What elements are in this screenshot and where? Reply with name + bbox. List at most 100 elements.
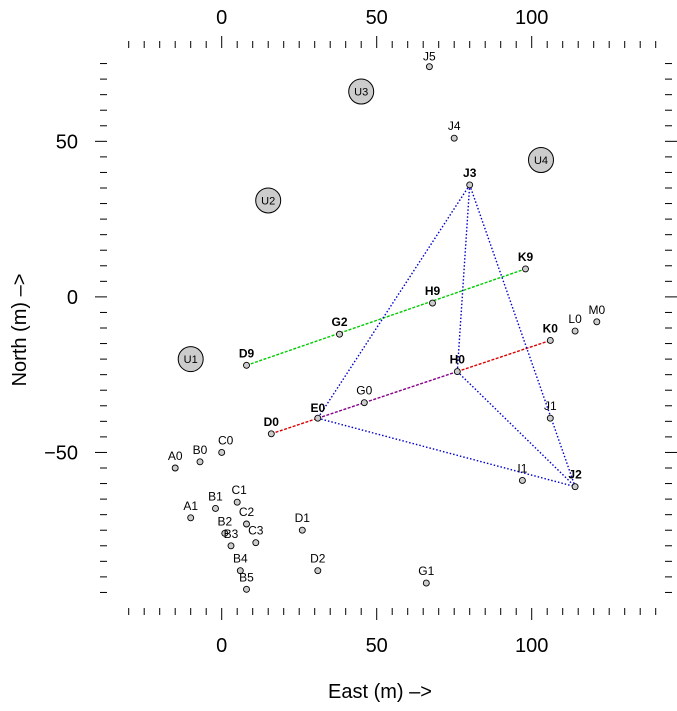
site-marker [243, 361, 250, 369]
site-marker [236, 567, 244, 575]
site-label: J3 [463, 166, 477, 180]
site-L0: L0 [568, 312, 582, 335]
site-C3: C3 [248, 524, 264, 547]
site-marker [453, 368, 461, 376]
site-G1: G1 [418, 564, 435, 587]
site-label: J4 [448, 119, 461, 133]
hub-marker [528, 147, 554, 173]
site-C1: C1 [232, 483, 247, 506]
site-marker [546, 414, 554, 422]
x-axis-bottom: 0 50 100 [128, 608, 657, 657]
site-marker [298, 526, 306, 534]
site-B2: B2 [217, 514, 232, 537]
site-label: K9 [518, 250, 534, 264]
site-E0: E0 [310, 401, 325, 422]
hub-markers: U1 U2 U3 U4 [177, 78, 554, 373]
x-axis-top: 0 50 100 [128, 7, 657, 48]
site-label: D0 [264, 415, 280, 429]
site-label: B5 [239, 570, 254, 584]
site-marker [450, 134, 458, 142]
site-marker [243, 585, 250, 593]
baseline-H0-K0 [457, 339, 551, 373]
site-marker [221, 529, 229, 537]
x-tick-label-bottom: 100 [515, 635, 548, 657]
site-marker [227, 542, 235, 550]
site-marker [267, 430, 275, 438]
x-axis-title: East (m) –> [328, 681, 432, 703]
baseline-J3-E0 [317, 184, 471, 419]
site-I1: I1 [517, 461, 528, 484]
site-label: G0 [356, 384, 372, 398]
baseline-J3-H0 [456, 184, 471, 372]
site-K0: K0 [543, 321, 559, 344]
site-label: K0 [543, 321, 559, 335]
site-label: G2 [331, 315, 347, 329]
site-label: B0 [193, 443, 208, 457]
site-B1: B1 [208, 489, 223, 512]
site-M0: M0 [588, 303, 605, 326]
site-label: C2 [239, 505, 255, 519]
y-axis-right [665, 63, 677, 593]
hub-label: U4 [534, 155, 548, 167]
site-marker [425, 63, 433, 71]
site-K9: K9 [518, 250, 534, 273]
site-marker [593, 318, 601, 326]
site-label: E0 [310, 401, 325, 415]
baseline-D9-K9 [246, 268, 526, 366]
x-tick-label-bottom: 0 [216, 635, 227, 657]
site-A1: A1 [183, 499, 198, 522]
site-label: L0 [568, 312, 582, 326]
baseline-J3-J2 [469, 184, 576, 487]
site-marker [336, 330, 343, 338]
site-marker [314, 567, 322, 575]
site-label: B3 [224, 527, 239, 541]
site-marker [422, 579, 430, 587]
site-marker [571, 327, 579, 335]
site-label: D2 [310, 552, 326, 566]
hub-U1: U1 [177, 346, 204, 373]
site-label: B1 [208, 489, 223, 503]
hub-U2: U2 [255, 187, 282, 214]
site-label: H9 [425, 284, 441, 298]
hub-label: U3 [354, 87, 368, 99]
site-B4: B4 [233, 552, 248, 575]
x-tick-label-bottom: 50 [366, 635, 388, 657]
site-label: J2 [568, 468, 582, 482]
y-axis-left: −50 0 50 [44, 63, 107, 593]
baseline-E0-H0 [317, 370, 458, 419]
baseline-H0-J2 [456, 371, 576, 488]
site-marker [518, 476, 526, 484]
site-markers: J5 J4 J3 K9 H9 G2 D9 K0 L0 M0 H0 G0 E0 D0 J1 I1 J2 A0 B0 C0… [168, 50, 605, 593]
site-marker [243, 520, 250, 528]
hub-marker [348, 78, 375, 105]
site-label: A1 [183, 499, 198, 513]
site-C2: C2 [239, 505, 255, 528]
hub-label: U2 [261, 195, 275, 207]
site-marker [314, 414, 322, 422]
site-G0: G0 [356, 384, 373, 407]
site-label: A0 [168, 449, 183, 463]
y-tick-label: −50 [44, 442, 78, 464]
site-D2: D2 [310, 552, 326, 575]
site-B0: B0 [193, 443, 208, 466]
x-tick-label-top: 0 [216, 7, 227, 29]
hub-label: U1 [184, 354, 198, 366]
hub-U3: U3 [348, 78, 375, 105]
site-A0: A0 [168, 449, 183, 472]
hub-marker [255, 187, 282, 214]
site-G2: G2 [331, 315, 348, 338]
site-D1: D1 [295, 511, 310, 534]
site-J1: J1 [544, 399, 557, 422]
hub-U4: U4 [528, 147, 554, 173]
site-J2: J2 [568, 468, 582, 491]
site-label: H0 [450, 353, 466, 367]
site-D9: D9 [239, 346, 254, 369]
site-marker [252, 539, 260, 547]
site-label: G1 [418, 564, 434, 578]
site-marker [571, 483, 579, 491]
baseline-D0-E0 [271, 417, 319, 435]
site-marker [171, 464, 179, 472]
site-marker [429, 299, 436, 307]
site-marker [522, 265, 529, 273]
